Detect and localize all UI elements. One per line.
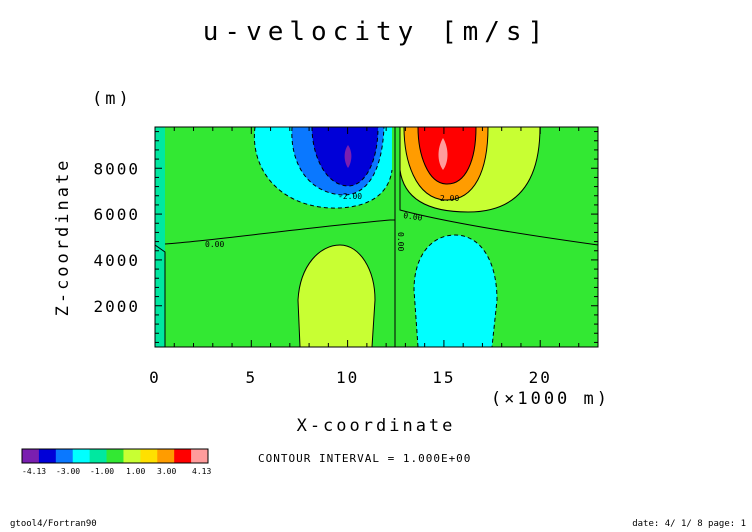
colorbar-label: -3.00 bbox=[56, 467, 80, 476]
x-axis-label: X-coordinate bbox=[297, 416, 456, 436]
footer-date: date: 4/ 1/ 8 page: 1 bbox=[632, 519, 746, 529]
colorbar-swatch bbox=[174, 449, 192, 463]
colorbar-swatch bbox=[72, 449, 91, 463]
footer-program: gtool4/Fortran90 bbox=[10, 519, 97, 529]
contour-pos1-bottom bbox=[297, 244, 376, 348]
contour-label: 0.00 bbox=[396, 232, 405, 251]
contour-zero-right bbox=[399, 127, 599, 246]
x-tick-label: 5 bbox=[245, 368, 257, 387]
x-axis-unit: (×1000 m) bbox=[491, 389, 610, 409]
region-left-edge bbox=[155, 127, 165, 347]
x-tick-labels: 0 5 10 15 20 bbox=[149, 368, 552, 387]
x-tick-label: 15 bbox=[432, 368, 455, 387]
contour-pos3-top bbox=[417, 126, 477, 185]
colorbar-label: 4.13 bbox=[192, 467, 211, 476]
colorbar-swatch bbox=[89, 449, 108, 463]
contour-neg3-top bbox=[311, 126, 379, 187]
plot-area: 0.00 -2.00 2.00 0.00 0.00 bbox=[154, 126, 599, 348]
contour-pos2-top bbox=[403, 126, 489, 201]
y-tick-label: 2000 bbox=[93, 297, 140, 316]
region-max-core bbox=[438, 138, 448, 170]
y-axis-unit: (m) bbox=[92, 89, 132, 109]
colorbar-swatch bbox=[22, 449, 40, 463]
colorbar-label: -1.00 bbox=[90, 467, 114, 476]
colorbar bbox=[21, 448, 209, 464]
colorbar-swatch bbox=[123, 449, 141, 463]
contour-label: -2.00 bbox=[338, 192, 362, 201]
colorbar-swatch bbox=[38, 449, 57, 463]
y-tick-label: 6000 bbox=[93, 205, 140, 224]
colorbar-swatch bbox=[157, 449, 175, 463]
contour-label: 2.00 bbox=[440, 194, 459, 203]
y-tick-label: 4000 bbox=[93, 251, 140, 270]
x-tick-label: 20 bbox=[529, 368, 552, 387]
contour-lines bbox=[154, 126, 599, 348]
colorbar-swatch bbox=[140, 449, 158, 463]
colorbar-swatch bbox=[55, 449, 74, 463]
y-axis-label: Z-coordinate bbox=[53, 158, 73, 317]
contour-zero-left-horizontal bbox=[164, 219, 395, 245]
contour-label: 0.00 bbox=[205, 240, 224, 249]
colorbar-frame bbox=[21, 448, 209, 464]
region-min-core bbox=[344, 145, 352, 168]
tick-marks bbox=[154, 127, 599, 347]
chart-title: u-velocity [m/s] bbox=[203, 17, 549, 47]
colorbar-label: -4.13 bbox=[22, 467, 46, 476]
region-neg1-bottom bbox=[414, 235, 497, 347]
contour-neg1-bottom bbox=[413, 234, 498, 348]
filled-contours bbox=[155, 127, 598, 347]
x-tick-label: 10 bbox=[336, 368, 359, 387]
colorbar-labels: -4.13 -3.00 -1.00 1.00 3.00 4.13 bbox=[22, 467, 211, 476]
colorbar-label: 1.00 bbox=[126, 467, 145, 476]
contour-neg1-top bbox=[253, 126, 393, 209]
plot-frame bbox=[154, 126, 599, 348]
contour-zero-left bbox=[154, 244, 166, 347]
contour-label: 0.00 bbox=[403, 211, 424, 223]
y-tick-label: 8000 bbox=[93, 159, 140, 178]
colorbar-swatch bbox=[106, 449, 124, 463]
contour-neg2-top bbox=[291, 126, 385, 196]
y-tick-labels: 2000 4000 6000 8000 bbox=[93, 159, 140, 316]
region-pos1-bottom bbox=[298, 245, 375, 347]
contour-pos1-top bbox=[399, 126, 541, 213]
contour-labels: 0.00 -2.00 2.00 0.00 0.00 bbox=[205, 192, 459, 251]
contour-interval-text: CONTOUR INTERVAL = 1.000E+00 bbox=[258, 452, 471, 465]
x-tick-label: 0 bbox=[149, 368, 161, 387]
colorbar-swatch bbox=[191, 449, 209, 463]
colorbar-label: 3.00 bbox=[157, 467, 176, 476]
